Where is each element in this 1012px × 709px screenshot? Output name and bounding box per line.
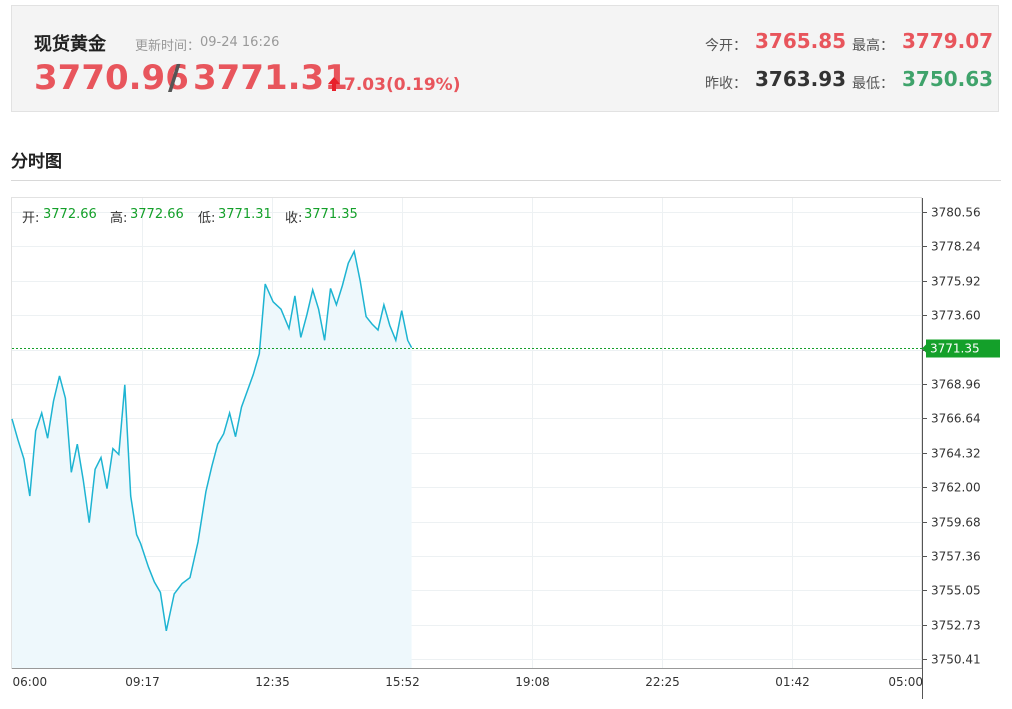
up-arrow-icon <box>328 77 340 91</box>
instrument-name: 现货黄金 <box>34 34 106 55</box>
high-value: 3779.07 <box>902 29 994 53</box>
x-tick-label: 01:42 <box>775 675 810 689</box>
update-time-label: 更新时间： <box>135 39 201 54</box>
y-tick-label: 3766.64 <box>931 412 981 426</box>
x-tick-label: 09:17 <box>125 675 160 689</box>
current-price-badge <box>926 339 1000 358</box>
ohlc-high-label: 高: <box>110 211 128 226</box>
price-change: 7.03(0.19%) <box>344 75 461 95</box>
ohlc-high-value: 3772.66 <box>130 207 184 222</box>
current-price-label: 3771.35 <box>930 342 980 356</box>
x-tick-label: 06:00 <box>13 675 48 689</box>
price-separator: / <box>168 58 181 98</box>
y-tick-label: 3773.60 <box>931 309 981 323</box>
low-label: 最低： <box>852 76 894 92</box>
y-tick-label: 3757.36 <box>931 550 981 564</box>
series-line <box>11 249 413 632</box>
y-tick-label: 3750.41 <box>931 653 981 667</box>
ohlc-close-label: 收: <box>285 211 303 226</box>
ohlc-close-value: 3771.35 <box>304 207 358 222</box>
high-label: 最高： <box>852 38 894 54</box>
y-tick-label: 3759.68 <box>931 516 981 530</box>
quote-panel: 现货黄金 更新时间： 09-24 16:26 3770.96 / 3771.31… <box>11 5 999 112</box>
y-tick-label: 3755.05 <box>931 584 981 598</box>
ohlc-open-label: 开: <box>22 211 40 226</box>
x-tick-label: 19:08 <box>515 675 550 689</box>
y-tick-label: 3764.32 <box>931 447 981 461</box>
y-tick-label: 3752.73 <box>931 619 981 633</box>
open-label: 今开： <box>705 38 747 54</box>
ohlc-low-value: 3771.31 <box>218 207 272 222</box>
x-tick-label: 12:35 <box>255 675 290 689</box>
x-tick-label: 15:52 <box>385 675 420 689</box>
prev-close-value: 3763.93 <box>755 67 847 91</box>
series-area <box>12 251 412 668</box>
y-tick-label: 3778.24 <box>931 240 981 254</box>
open-value: 3765.85 <box>755 29 847 53</box>
prev-close-label: 昨收： <box>705 76 747 92</box>
y-tick-label: 3762.00 <box>931 481 981 495</box>
y-tick-label: 3780.56 <box>931 206 981 220</box>
x-tick-label: 22:25 <box>645 675 680 689</box>
low-value: 3750.63 <box>902 67 994 91</box>
y-tick-label: 3768.96 <box>931 378 981 392</box>
y-tick-label: 3775.92 <box>931 275 981 289</box>
current-price-pointer <box>922 343 927 354</box>
update-time: 09-24 16:26 <box>200 35 280 50</box>
x-tick-label: 05:00 <box>888 675 923 689</box>
section-title: 分时图 <box>11 152 62 172</box>
bid-price: 3770.96 <box>34 58 189 98</box>
ask-price: 3771.31 <box>193 58 348 98</box>
ohlc-open-value: 3772.66 <box>43 207 97 222</box>
section-divider <box>11 180 1001 181</box>
ohlc-low-label: 低: <box>198 211 216 226</box>
